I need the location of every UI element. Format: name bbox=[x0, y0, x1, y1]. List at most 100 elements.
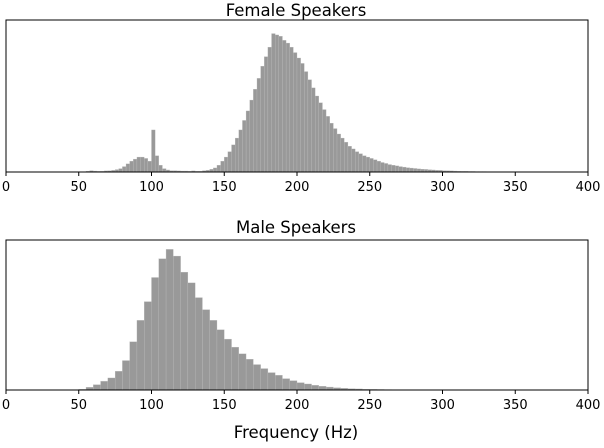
female-histogram-bar bbox=[130, 161, 134, 172]
female-histogram-bar bbox=[141, 157, 145, 172]
male-axes-frame bbox=[6, 240, 588, 390]
female-histogram-bar bbox=[242, 120, 246, 172]
male-histogram-bar bbox=[115, 371, 122, 390]
female-histogram-bar bbox=[330, 123, 334, 172]
female-histogram-bar bbox=[308, 80, 312, 172]
male-histogram-bar bbox=[261, 369, 268, 390]
male-histogram-bar bbox=[137, 320, 144, 390]
female-histogram-bar bbox=[119, 169, 123, 172]
female-histogram-bar bbox=[381, 163, 385, 173]
male-histogram-bar bbox=[319, 386, 326, 390]
male-histogram-bar bbox=[224, 339, 231, 390]
male-histogram-bar bbox=[122, 361, 129, 390]
male-histogram-bar bbox=[166, 249, 173, 390]
male-histogram-bar bbox=[108, 378, 115, 390]
female-histogram-bar bbox=[377, 161, 381, 172]
female-x-tick-label: 150 bbox=[212, 180, 237, 195]
male-histogram-bar bbox=[101, 381, 108, 390]
female-histogram-bar bbox=[268, 47, 272, 172]
female-histogram-bar bbox=[348, 146, 352, 172]
male-panel-title: Male Speakers bbox=[236, 218, 356, 237]
male-histogram-bar bbox=[173, 256, 180, 390]
male-histogram-bar bbox=[181, 272, 188, 390]
male-histogram-bar bbox=[202, 310, 209, 390]
female-histogram-bar bbox=[410, 168, 414, 172]
female-histogram-bar bbox=[359, 154, 363, 172]
male-histogram-bar bbox=[290, 381, 297, 390]
male-x-tick-label: 250 bbox=[357, 398, 382, 413]
female-histogram-bar bbox=[148, 161, 152, 172]
female-histogram-bar bbox=[279, 36, 283, 172]
female-histogram-bar bbox=[301, 63, 305, 172]
male-histogram-bar bbox=[312, 385, 319, 390]
male-histogram-bar bbox=[297, 383, 304, 390]
female-histogram-bar bbox=[286, 43, 290, 172]
female-histogram-bar bbox=[370, 158, 374, 172]
female-histogram-bar bbox=[319, 103, 323, 172]
female-histogram-bar bbox=[232, 145, 236, 172]
male-x-tick-label: 350 bbox=[503, 398, 528, 413]
female-histogram-bar bbox=[326, 116, 330, 172]
female-panel-title: Female Speakers bbox=[226, 1, 367, 20]
female-histogram-bar bbox=[159, 165, 163, 172]
male-histogram-bar bbox=[195, 298, 202, 390]
female-histogram-bar bbox=[282, 40, 286, 172]
male-histogram-bar bbox=[275, 375, 282, 390]
female-histogram-bar bbox=[384, 163, 388, 172]
female-histogram-bar bbox=[246, 111, 250, 172]
male-histogram-bar bbox=[217, 330, 224, 390]
female-histogram-bars bbox=[86, 34, 552, 172]
female-x-tick-label: 400 bbox=[576, 180, 601, 195]
female-histogram-bar bbox=[224, 157, 228, 172]
female-histogram-bar bbox=[304, 72, 308, 172]
female-histogram-bar bbox=[239, 130, 243, 172]
male-histogram-bar bbox=[304, 384, 311, 390]
male-histogram-bar bbox=[144, 302, 151, 390]
male-histogram-bar bbox=[232, 347, 239, 390]
female-histogram-bar bbox=[152, 130, 156, 172]
female-histogram-bar bbox=[250, 100, 254, 172]
female-histogram-bar bbox=[322, 110, 326, 172]
female-histogram-bar bbox=[312, 88, 316, 172]
male-histogram-bar bbox=[253, 365, 260, 390]
female-histogram-bar bbox=[213, 168, 217, 172]
female-histogram-bar bbox=[399, 167, 403, 172]
female-histogram-bar bbox=[235, 138, 239, 172]
female-x-tick-label: 350 bbox=[503, 180, 528, 195]
male-x-tick-label: 200 bbox=[285, 398, 310, 413]
male-x-tick-label: 400 bbox=[576, 398, 601, 413]
female-histogram-bar bbox=[261, 66, 265, 172]
female-histogram-bar bbox=[253, 89, 257, 172]
female-histogram-bar bbox=[297, 58, 301, 172]
male-histogram-bar bbox=[159, 259, 166, 390]
female-histogram-bar bbox=[366, 157, 370, 172]
female-x-tick-label: 300 bbox=[430, 180, 455, 195]
female-histogram-bar bbox=[337, 134, 341, 172]
female-histogram-bar bbox=[388, 165, 392, 172]
female-histogram-bar bbox=[290, 47, 294, 172]
female-x-tick-label: 250 bbox=[357, 180, 382, 195]
female-histogram-bar bbox=[352, 149, 356, 172]
female-histogram-bar bbox=[293, 53, 297, 172]
female-histogram-bar bbox=[344, 142, 348, 172]
male-histogram-bar bbox=[282, 379, 289, 390]
male-x-tick-label: 150 bbox=[212, 398, 237, 413]
female-histogram-bar bbox=[221, 161, 225, 172]
female-histogram-bar bbox=[162, 169, 166, 172]
male-histogram-bar bbox=[130, 342, 137, 390]
female-x-tick-label: 0 bbox=[2, 180, 10, 195]
female-histogram-bar bbox=[402, 167, 406, 172]
female-histogram-bar bbox=[217, 165, 221, 172]
female-histogram-bar bbox=[275, 35, 279, 172]
male-histogram-bar bbox=[268, 373, 275, 390]
male-histogram-bars bbox=[79, 249, 472, 390]
female-histogram-bar bbox=[406, 168, 410, 172]
female-histogram-bar bbox=[373, 160, 377, 172]
male-histogram-bar bbox=[152, 278, 159, 391]
female-histogram-bar bbox=[137, 157, 141, 172]
